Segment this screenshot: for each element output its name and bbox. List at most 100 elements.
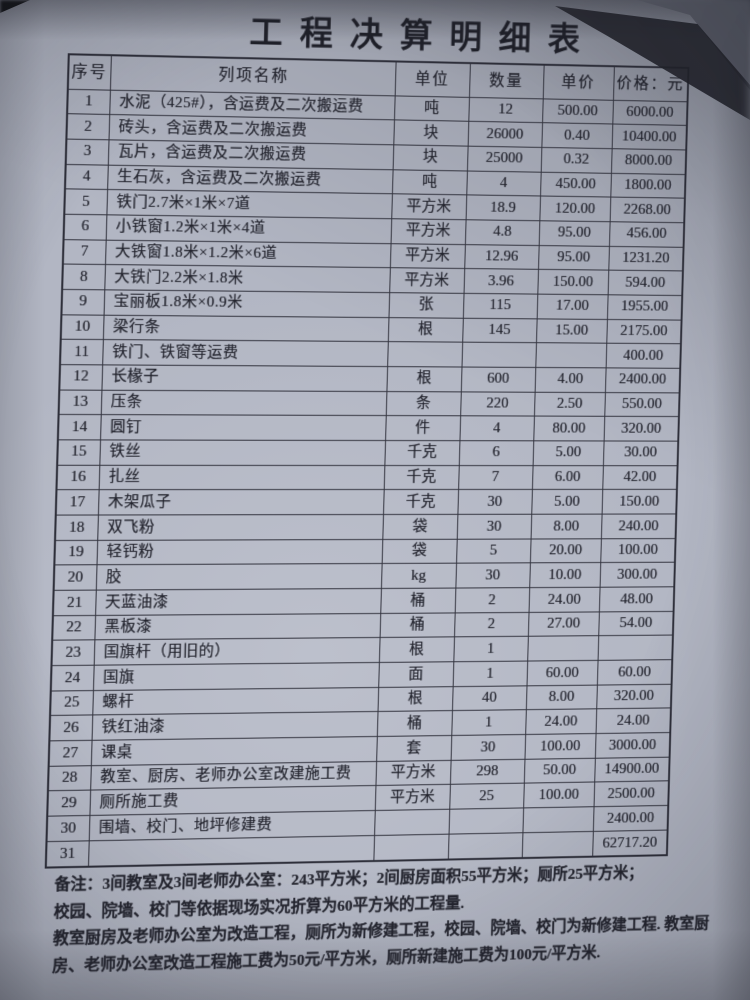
cell-unit-price: 95.00	[538, 245, 609, 271]
cell-index: 10	[60, 314, 104, 340]
cell-unit: 根	[387, 317, 463, 343]
cell-index: 6	[63, 214, 107, 240]
cell-unit-price: 120.00	[539, 196, 611, 222]
cell-amount: 2268.00	[609, 197, 685, 223]
cell-unit	[374, 809, 450, 836]
cell-index: 19	[54, 539, 98, 566]
expense-table-container: 序号 列项名称 单位 数量 单价 价格：元 1 水泥（425#），含运费及二次搬运…	[44, 53, 690, 869]
cell-quantity: 1	[453, 636, 528, 662]
cell-amount: 456.00	[608, 221, 685, 247]
cell-unit-price: 8.00	[530, 514, 602, 539]
cell-unit: 吨	[393, 95, 469, 122]
cell-quantity: 30	[450, 734, 526, 761]
table-row: 15 铁丝 千克 6 5.00 30.00	[57, 439, 679, 466]
cell-unit: 块	[392, 144, 468, 171]
cell-item-name: 铁门、铁窗等运费	[102, 339, 388, 367]
cell-quantity: 220	[460, 391, 535, 417]
cell-item-name: 长椽子	[101, 364, 388, 392]
cell-item-name: 铁门2.7米×1米×7道	[106, 189, 392, 219]
table-row: 13 压条条 220 2.50 550.00	[58, 389, 680, 417]
cell-quantity: 12.96	[464, 244, 539, 270]
cell-unit-price: 450.00	[540, 171, 611, 198]
cell-index: 29	[47, 790, 91, 817]
cell-unit: 套	[376, 735, 452, 762]
cell-amount: 3000.00	[594, 732, 671, 758]
cell-unit	[387, 341, 463, 367]
cell-quantity: 4	[459, 416, 534, 441]
table-row: 12 长椽子根 600 4.00 2400.00	[59, 364, 681, 393]
cell-quantity: 6	[458, 440, 534, 466]
cell-index: 2	[66, 113, 110, 140]
col-header-quantity: 数量	[468, 63, 544, 99]
cell-unit-price: 0.40	[541, 122, 613, 149]
cell-amount: 42.00	[602, 465, 678, 490]
cell-item-name: 压条	[100, 389, 387, 416]
cell-unit-price: 15.00	[535, 318, 607, 344]
cell-unit-price: 50.00	[523, 757, 595, 784]
cell-unit-price: 60.00	[526, 660, 598, 686]
cell-item-name	[87, 835, 375, 867]
cell-quantity: 298	[449, 758, 525, 785]
table-row: 16 扎丝 千克 7 6.00 42.00	[56, 464, 678, 490]
cell-amount: 30.00	[602, 440, 679, 466]
cell-quantity: 1	[452, 660, 528, 687]
cell-item-name: 铁丝	[99, 439, 386, 466]
cell-unit: 平方米	[375, 760, 451, 786]
cell-unit: 根	[386, 366, 462, 392]
cell-unit-price: 6.00	[531, 465, 603, 490]
cell-quantity	[461, 342, 536, 368]
cell-item-name: 梁行条	[102, 314, 389, 342]
cell-unit-price: 8.00	[525, 684, 597, 710]
cell-unit: 吨	[391, 169, 467, 196]
table-row: 17 木架瓜子 千克 30 5.00 150.00	[55, 489, 677, 515]
cell-unit: 千克	[384, 440, 460, 466]
cell-index: 28	[47, 765, 91, 792]
cell-quantity: 18.9	[465, 195, 541, 221]
cell-quantity: 7	[458, 465, 533, 490]
col-header-unit-price: 单价	[542, 64, 614, 100]
cell-unit-price: 4.00	[534, 367, 606, 393]
table-row: 18 双飞粉袋 30 8.00 240.00	[55, 513, 677, 541]
cell-unit-price: 2.50	[533, 391, 605, 417]
cell-index: 31	[45, 840, 89, 868]
cell-quantity: 145	[462, 317, 537, 343]
cell-unit-price: 500.00	[542, 98, 613, 125]
cell-item-name: 胶	[95, 563, 382, 591]
cell-item-name: 轻钙粉	[96, 539, 383, 565]
cell-unit: 袋	[382, 514, 458, 540]
cell-index: 23	[51, 640, 95, 666]
cell-quantity: 30	[455, 563, 530, 588]
cell-index: 3	[65, 138, 109, 165]
cell-unit-price: 100.00	[524, 733, 596, 759]
cell-quantity	[447, 832, 523, 860]
cell-quantity: 30	[456, 514, 532, 539]
cell-amount: 594.00	[607, 270, 683, 296]
cell-quantity	[448, 807, 524, 834]
cell-quantity: 1	[451, 709, 526, 736]
cell-unit-price: 5.00	[531, 489, 603, 515]
cell-index: 14	[57, 414, 101, 440]
col-header-index: 序号	[67, 54, 111, 90]
cell-amount: 320.00	[596, 683, 672, 710]
cell-unit-price: 0.32	[540, 147, 612, 173]
cell-amount	[597, 635, 673, 661]
cell-unit: 面	[378, 661, 454, 688]
col-header-item-name: 列项名称	[109, 55, 396, 96]
cell-item-name: 木架瓜子	[97, 489, 384, 515]
cell-quantity: 600	[460, 366, 536, 392]
cell-amount: 320.00	[603, 416, 679, 442]
cell-quantity: 40	[451, 685, 527, 711]
table-row: 14 圆钉件 4 80.00 320.00	[57, 414, 679, 442]
cell-item-name: 国旗	[92, 662, 379, 691]
cell-quantity: 4	[466, 170, 541, 197]
cell-quantity: 12	[468, 96, 543, 123]
cell-item-name: 宝丽板1.8米×0.9米	[103, 289, 390, 318]
cell-index: 7	[62, 239, 106, 265]
cell-unit: 桶	[379, 612, 455, 638]
table-row: 20 胶 kg 30 10.00 300.00	[53, 562, 675, 591]
cell-amount: 2500.00	[593, 781, 669, 807]
cell-item-name: 螺杆	[92, 687, 379, 716]
cell-quantity: 25000	[466, 145, 542, 172]
cell-amount: 1955.00	[606, 294, 683, 320]
cell-unit: 平方米	[390, 218, 466, 245]
